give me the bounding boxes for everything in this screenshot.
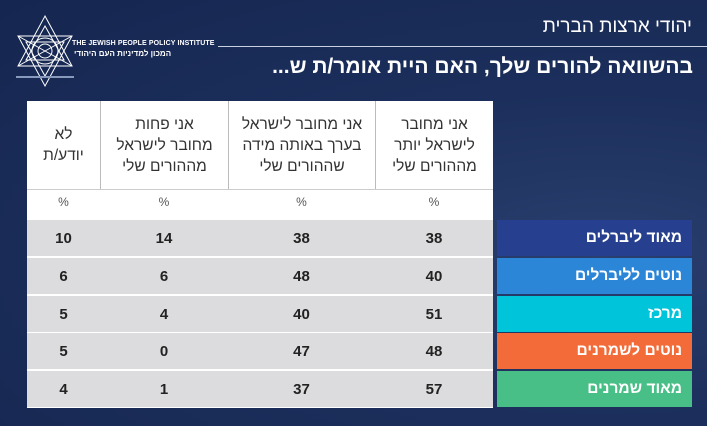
- table-row: 51 40 4 5: [27, 294, 493, 332]
- value-cell: 47: [293, 343, 310, 361]
- value-cell: 0: [159, 343, 169, 361]
- row-label: מרכז: [497, 295, 692, 332]
- logo-english-text: THE JEWISH PEOPLE POLICY INSTITUTE: [72, 40, 215, 47]
- value-cell: 1: [159, 381, 169, 399]
- column-header-dont-know: לא יודע/ת: [43, 126, 84, 164]
- value-cell: 38: [425, 230, 443, 247]
- value-cell: 48: [425, 343, 443, 361]
- value-cell: 6: [159, 267, 169, 285]
- value-cell: 10: [55, 230, 72, 247]
- slide-subtitle: יהודי ארצות הברית: [542, 16, 692, 37]
- value-cell: 5: [59, 343, 68, 361]
- divider: [27, 189, 493, 190]
- value-cell: 4: [159, 305, 169, 323]
- table-row: 40 48 6 6: [27, 256, 493, 294]
- column-header-same: אני מחובר לישראל בערך באותה מידה שההורים…: [228, 101, 375, 189]
- jppi-logo-icon: [16, 14, 74, 88]
- value-cell: 14: [155, 230, 173, 247]
- value-cell: 57: [425, 381, 443, 399]
- unit-label: %: [158, 195, 170, 209]
- row-label: מאוד ליברלים: [497, 220, 692, 256]
- value-cell: 40: [425, 267, 443, 285]
- value-cell: 38: [293, 230, 310, 247]
- unit-label: %: [296, 195, 307, 209]
- table-row: 48 47 0 5: [27, 332, 493, 370]
- value-cell: 5: [59, 305, 68, 323]
- value-cell: 37: [293, 381, 310, 399]
- value-cell: 4: [59, 381, 68, 399]
- row-label: נוטים לליברלים: [497, 257, 692, 294]
- logo-hebrew-text: המכון למדיניות העם היהודי: [74, 49, 172, 58]
- unit-label: %: [428, 195, 440, 209]
- divider: [218, 46, 707, 47]
- slide-title: בהשוואה להורים שלך, האם היית אומר/ת ש...: [272, 55, 693, 78]
- column-header-less: אני פחות מחובר לישראל מההורים שלי: [100, 101, 228, 189]
- row-label: מאוד שמרנים: [497, 371, 692, 408]
- value-cell: 40: [293, 305, 310, 323]
- value-cell: 51: [425, 305, 443, 323]
- column-header-more: אני מחובר לישראל יותר מההורים שלי: [375, 101, 493, 189]
- unit-label: %: [58, 195, 69, 209]
- table-row: 57 37 1 4: [27, 370, 493, 408]
- table-row: 38 38 14 10: [27, 219, 493, 256]
- value-cell: 48: [293, 267, 310, 285]
- row-label: נוטים לשמרנים: [497, 333, 692, 370]
- value-cell: 6: [59, 267, 68, 285]
